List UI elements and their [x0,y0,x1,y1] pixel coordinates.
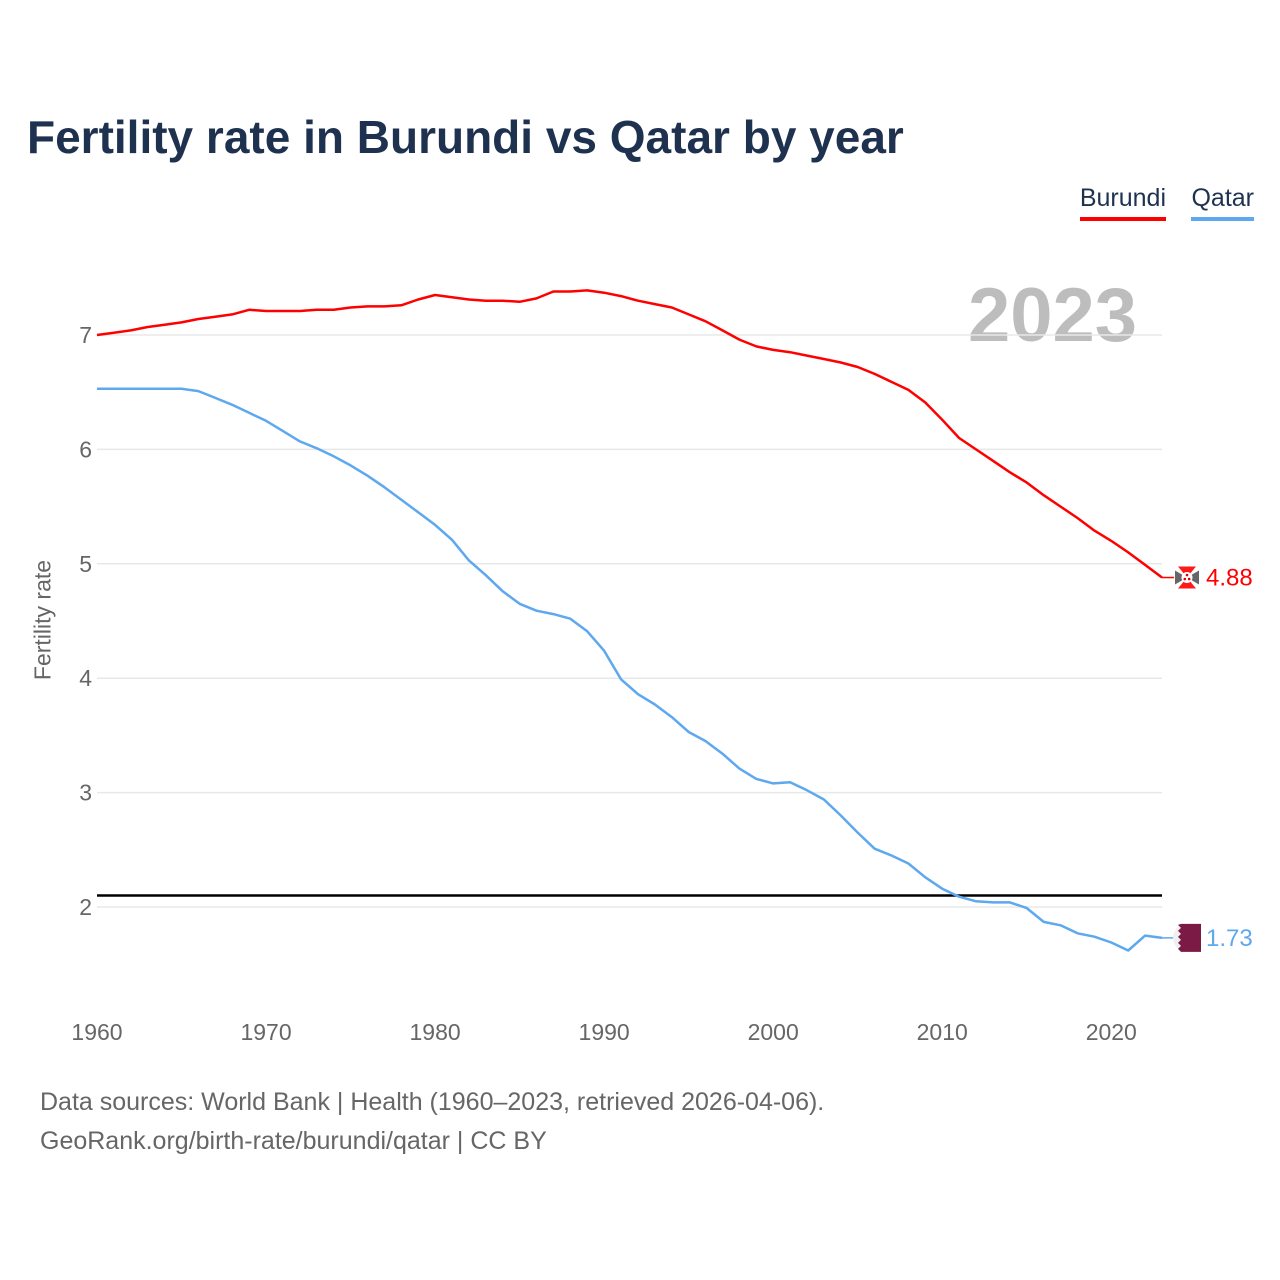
x-tick-label: 2000 [748,1019,799,1045]
burundi-flag-icon [1172,563,1202,592]
current-year-label: 2023 [968,273,1138,358]
legend-burundi[interactable]: Burundi [1079,184,1166,221]
y-tick-label: 3 [79,780,92,806]
footer-credit[interactable]: GeoRank.org/birth-rate/burundi/qatar | C… [40,1127,547,1155]
x-tick-label: 2010 [917,1019,968,1045]
qatar-end-value: 1.73 [1206,925,1253,952]
x-tick-label: 2020 [1086,1019,1137,1045]
y-tick-label: 6 [79,436,92,462]
y-tick-label: 4 [79,665,92,691]
y-tick-label: 2 [79,894,92,920]
x-tick-label: 1970 [240,1019,291,1045]
y-tick-label: 5 [79,551,92,577]
x-tick-label: 1960 [71,1019,122,1045]
series-line-burundi[interactable] [96,289,1163,579]
y-tick-label: 7 [79,322,92,348]
burundi-end-value: 4.88 [1206,565,1253,592]
legend-qatar[interactable]: Qatar [1191,184,1254,221]
series-line-qatar[interactable] [97,387,1163,952]
x-tick-label: 1980 [410,1019,461,1045]
x-tick-label: 1990 [579,1019,630,1045]
qatar-flag-icon [1173,923,1201,952]
chart-title: Fertility rate in Burundi vs Qatar by ye… [27,111,904,163]
footer-sources: Data sources: World Bank | Health (1960–… [40,1088,825,1116]
